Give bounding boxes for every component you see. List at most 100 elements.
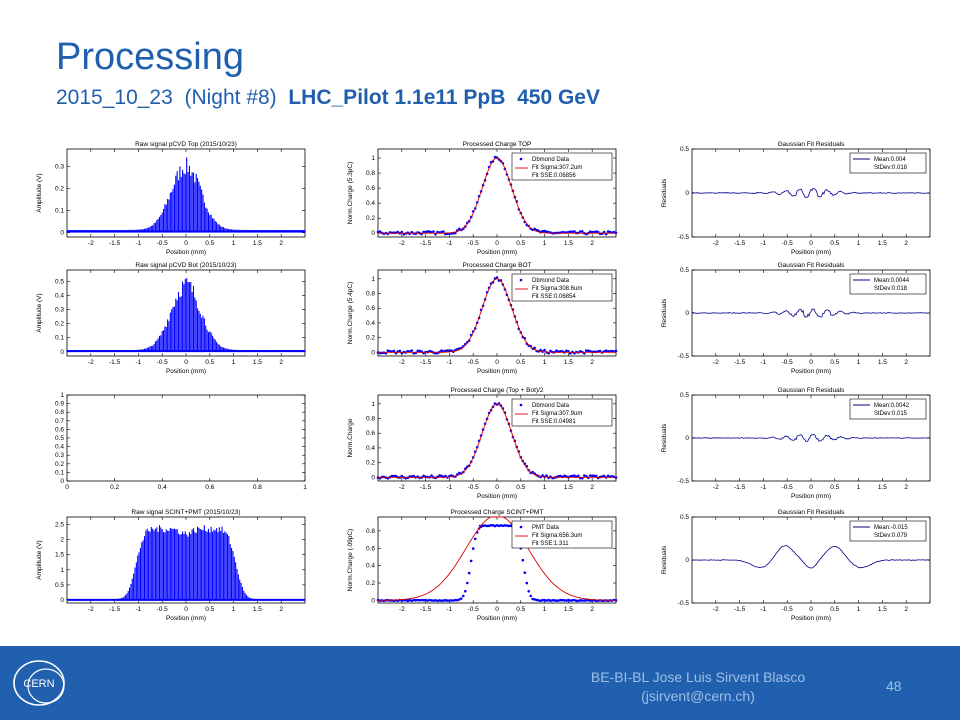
x-tick-label: -1.5 <box>420 606 432 613</box>
x-tick-label: -2 <box>399 484 405 491</box>
data-point <box>555 599 558 602</box>
author-email: (jsirvent@cern.ch) <box>641 688 755 704</box>
y-tick-label: 0.4 <box>366 563 375 570</box>
y-tick-label: 0.7 <box>55 418 64 425</box>
x-tick-label: -0.5 <box>157 359 169 366</box>
y-tick-label: 0 <box>60 349 64 356</box>
data-point <box>458 598 461 601</box>
data-point <box>460 597 463 600</box>
data-point <box>450 599 453 602</box>
legend-entry-sse: Fit SSE:0.04981 <box>532 419 576 425</box>
data-point <box>563 599 566 602</box>
data-point <box>424 598 427 602</box>
data-point <box>521 558 525 562</box>
data-point <box>458 227 461 231</box>
x-tick-label: 2 <box>279 359 283 366</box>
x-tick-label: 2 <box>590 240 594 247</box>
data-point <box>571 474 574 478</box>
data-point <box>561 598 564 602</box>
y-tick-label: 0.8 <box>366 528 375 535</box>
legend-entry-mean: Mean:0.0044 <box>874 278 910 284</box>
y-tick-label: 0.4 <box>55 444 64 451</box>
legend-box <box>849 152 927 174</box>
data-point <box>604 349 608 353</box>
data-point <box>426 599 429 602</box>
x-tick-label: 0 <box>184 240 188 247</box>
y-tick-label: 0.5 <box>55 582 64 589</box>
data-point <box>610 349 614 353</box>
y-tick-label: 0.6 <box>366 185 375 192</box>
y-tick-label: 1 <box>60 392 64 399</box>
data-point <box>434 599 437 602</box>
data-point <box>592 474 596 478</box>
x-tick-label: -0.5 <box>782 359 794 366</box>
data-point <box>533 346 536 350</box>
x-tick-label: -0.5 <box>468 359 480 366</box>
legend-marker-data <box>519 157 523 161</box>
x-tick-label: -2 <box>713 606 719 613</box>
x-tick-label: 1.5 <box>878 240 887 247</box>
plot-title: Processed Charge BOT <box>462 262 531 269</box>
y-tick-label: 0.3 <box>55 452 64 459</box>
data-point <box>424 230 427 234</box>
axes-box <box>66 148 306 238</box>
x-tick-label: 2 <box>904 359 908 366</box>
x-tick-label: 1.5 <box>878 484 887 491</box>
data-point <box>416 349 420 353</box>
x-tick-label: 1 <box>857 484 861 491</box>
author-block: BE-BI-BL Jose Luis Sirvent Blasco (jsirv… <box>560 668 836 706</box>
legend-entry-sse: Fit SSE:0.06854 <box>532 294 576 300</box>
y-tick-label: 0.9 <box>55 401 64 408</box>
data-point <box>386 349 390 353</box>
y-tick-label: 0.6 <box>366 430 375 437</box>
y-tick-label: 0.5 <box>680 514 689 521</box>
legend-entry-sigma: Fit Sigma:307.9um <box>532 411 582 417</box>
y-tick-label: 0.2 <box>55 321 64 328</box>
plot-title: Processed Charge SCINT+PMT <box>451 509 544 516</box>
legend-box <box>511 520 613 549</box>
x-axis-label: Position (mm) <box>477 368 517 375</box>
y-tick-label: 1 <box>371 276 375 283</box>
legend-entry-mean: Mean:-0.015 <box>874 525 908 531</box>
data-point <box>444 474 447 478</box>
y-tick-label: 0.2 <box>55 461 64 468</box>
data-point <box>553 599 556 602</box>
data-point <box>577 474 580 478</box>
legend-entry-sigma: Fit Sigma:307.2um <box>532 165 582 171</box>
data-point <box>545 230 548 233</box>
x-tick-label: -2 <box>88 359 94 366</box>
data-point <box>571 599 574 602</box>
x-tick-label: 0.6 <box>205 484 214 491</box>
y-tick-label: 0 <box>685 190 689 197</box>
data-point <box>571 230 574 234</box>
x-tick-label: 0.5 <box>205 240 214 247</box>
x-tick-label: 1 <box>857 240 861 247</box>
x-tick-label: -1 <box>447 484 453 491</box>
data-point <box>400 474 404 478</box>
x-tick-label: -1 <box>761 606 767 613</box>
legend-box <box>511 398 613 427</box>
x-tick-label: -2 <box>713 359 719 366</box>
data-point <box>543 229 546 233</box>
x-axis-label: Position (mm) <box>477 249 517 256</box>
y-tick-label: 0.4 <box>55 292 64 299</box>
x-tick-label: 0 <box>495 359 499 366</box>
data-point <box>559 474 562 478</box>
data-point <box>436 599 439 603</box>
x-tick-label: -1 <box>447 359 453 366</box>
y-tick-label: 0.2 <box>366 215 375 222</box>
axes-box <box>66 516 306 604</box>
x-tick-label: 0 <box>809 484 813 491</box>
plot-title: Processed Charge (Top + Bot)/2 <box>450 387 543 394</box>
plot-panel-11: Processed Charge SCINT+PMT Position (mm) N… <box>347 509 618 622</box>
x-tick-label: -1 <box>136 359 142 366</box>
y-tick-label: 0.4 <box>366 320 375 327</box>
y-tick-label: 1 <box>371 155 375 162</box>
data-point <box>464 589 467 593</box>
y-tick-label: 0 <box>60 230 64 237</box>
x-tick-label: 0 <box>495 606 499 613</box>
data-point <box>545 599 548 602</box>
plot-panel-5: Processed Charge BOT Position (mm) Norm.Ch… <box>347 262 618 375</box>
y-axis-label: Norm.Charge (5.3pC) <box>347 162 354 225</box>
data-point <box>456 598 459 602</box>
